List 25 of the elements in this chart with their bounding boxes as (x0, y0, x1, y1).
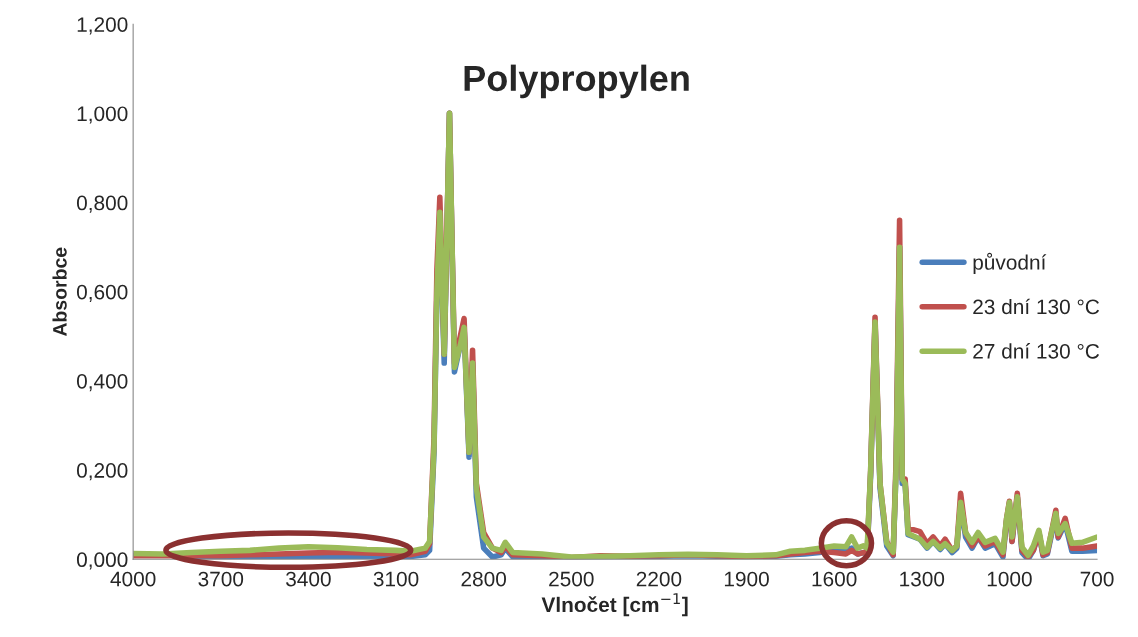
text: Polypropylen (464, 64, 689, 99)
y-tick-label: 1,200 (77, 17, 128, 35)
y-tick-label: 0,400 (76, 373, 128, 392)
x-tick-label: 1300 (900, 571, 945, 587)
x-tick-label: 3100 (373, 571, 419, 587)
x-tick-label: 1600 (812, 571, 857, 587)
y-tick-label: 0,600 (76, 284, 128, 302)
legend-label: 27 dní 130 °C (973, 343, 1100, 359)
x-tick-label: 2800 (461, 571, 507, 587)
y-tick-label: 0,000 (76, 552, 128, 570)
x-tick-label: 4000 (110, 571, 156, 587)
y-tick-label: 1,000 (77, 106, 128, 124)
x-tick-label: 2200 (636, 571, 682, 587)
x-tick-label: 3700 (198, 571, 244, 587)
x-tick-label: 700 (1080, 571, 1114, 587)
legend-label: původní (973, 252, 1047, 274)
x-tick-label: 1900 (724, 571, 769, 587)
y-tick-label: 0,800 (76, 195, 128, 213)
y-axis-title: Absorbce (52, 247, 67, 337)
legend-label: 23 dní 130 °C (973, 298, 1100, 315)
x-axis-title: Vlnočet [cm$^{−1}$] (541, 593, 688, 617)
x-tick-label: 2500 (549, 571, 594, 587)
y-tick-label: 0,200 (76, 463, 128, 481)
x-tick-label: 3400 (286, 571, 331, 587)
x-tick-label: 1000 (987, 571, 1032, 587)
